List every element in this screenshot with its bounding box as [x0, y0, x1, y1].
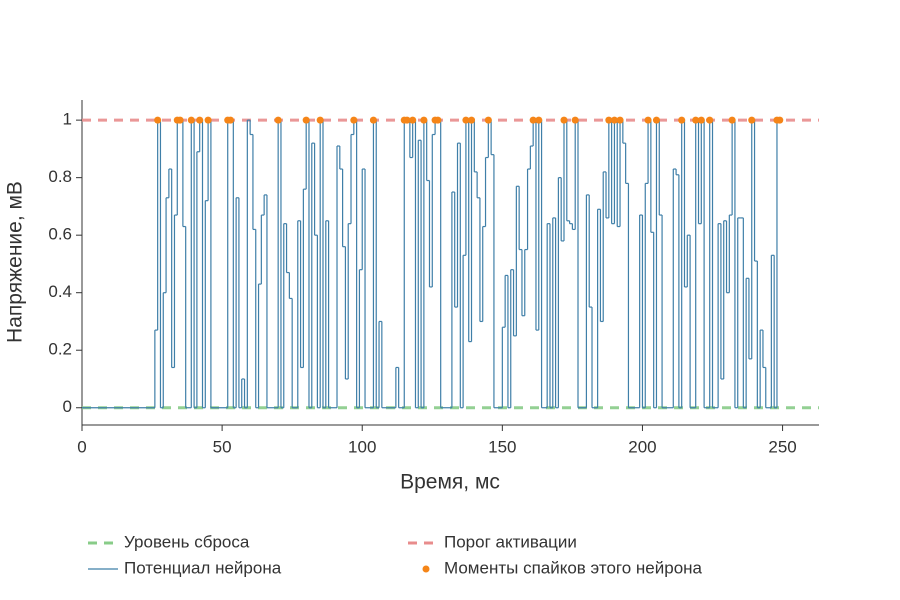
legend-label: Моменты спайков этого нейрона	[444, 558, 703, 577]
spike-point	[462, 116, 470, 124]
spike-point	[748, 116, 756, 124]
spike-point	[227, 116, 235, 124]
y-tick-label: 0.2	[48, 340, 72, 359]
spike-point	[434, 116, 442, 124]
spike-point	[644, 116, 652, 124]
spike-point	[154, 116, 162, 124]
spike-point	[610, 116, 618, 124]
y-tick-label: 1	[63, 110, 72, 129]
spike-point	[484, 116, 492, 124]
spike-point	[571, 116, 579, 124]
legend-label: Порог активации	[444, 532, 577, 551]
spike-point	[678, 116, 686, 124]
spike-point	[403, 116, 411, 124]
spike-point	[697, 116, 705, 124]
spike-point	[529, 116, 537, 124]
y-tick-label: 0.6	[48, 225, 72, 244]
spike-point	[350, 116, 358, 124]
spike-point	[776, 116, 784, 124]
legend-marker	[422, 565, 430, 573]
spike-point	[196, 116, 204, 124]
spike-point	[535, 116, 543, 124]
x-tick-label: 100	[348, 437, 376, 456]
spike-point	[560, 116, 568, 124]
spike-point	[204, 116, 212, 124]
spike-point	[652, 116, 660, 124]
spike-point	[176, 116, 184, 124]
legend-label: Уровень сброса	[124, 532, 250, 551]
spike-point	[302, 116, 310, 124]
spike-point	[187, 116, 195, 124]
spike-point	[316, 116, 324, 124]
spike-point	[409, 116, 417, 124]
x-tick-label: 200	[628, 437, 656, 456]
spike-point	[706, 116, 714, 124]
x-tick-label: 250	[768, 437, 796, 456]
spike-point	[420, 116, 428, 124]
spike-point	[369, 116, 377, 124]
spike-point	[692, 116, 700, 124]
y-axis-label: Напряжение, мВ	[4, 181, 27, 343]
spike-point	[274, 116, 282, 124]
y-tick-label: 0.8	[48, 167, 72, 186]
spike-point	[605, 116, 613, 124]
spike-point	[468, 116, 476, 124]
x-tick-label: 150	[488, 437, 516, 456]
legend-label: Потенциал нейрона	[124, 558, 282, 577]
spike-point	[616, 116, 624, 124]
x-tick-label: 0	[77, 437, 86, 456]
y-tick-label: 0	[63, 397, 72, 416]
x-axis-label: Время, мс	[400, 471, 500, 494]
spike-point	[728, 116, 736, 124]
x-tick-label: 50	[213, 437, 232, 456]
y-tick-label: 0.4	[48, 282, 72, 301]
